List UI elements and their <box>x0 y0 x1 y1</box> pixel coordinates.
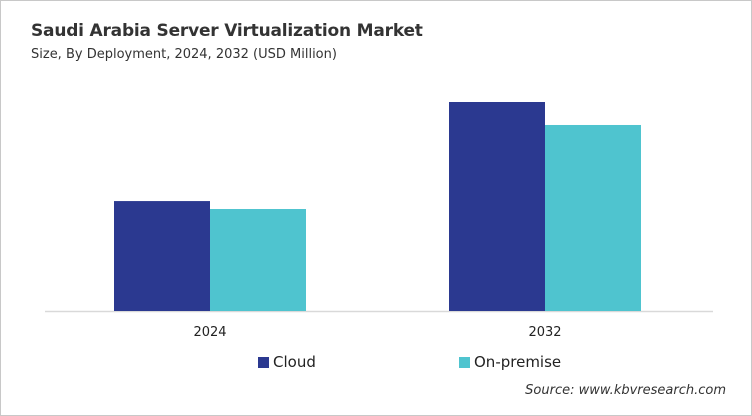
chart-subtitle: Size, By Deployment, 2024, 2032 (USD Mil… <box>31 47 337 62</box>
legend-swatch-cloud <box>258 356 269 368</box>
bar-on-premise-2024 <box>210 209 306 311</box>
legend-item-on-premise: On-premise <box>459 353 561 371</box>
x-tick-label-2024: 2024 <box>193 325 226 340</box>
bar-cloud-2032 <box>449 102 545 311</box>
bar-cloud-2024 <box>114 201 210 311</box>
legend-label-on-premise: On-premise <box>474 353 562 371</box>
x-tick-label-2032: 2032 <box>528 325 561 340</box>
chart-title: Saudi Arabia Server Virtualization Marke… <box>31 21 423 41</box>
legend-label-cloud: Cloud <box>273 353 316 371</box>
bar-on-premise-2032 <box>545 124 641 312</box>
source-note: Source: www.kbvresearch.com <box>525 383 726 398</box>
legend-swatch-on-premise <box>459 356 470 368</box>
legend-item-cloud: Cloud <box>258 353 316 371</box>
